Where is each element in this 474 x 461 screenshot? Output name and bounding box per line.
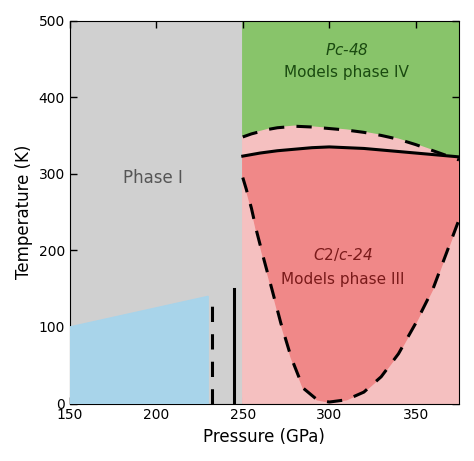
Text: Models phase IV: Models phase IV [284,65,409,80]
Text: Phase I: Phase I [123,169,183,187]
Polygon shape [243,20,459,160]
Text: Models phase II: Models phase II [83,361,202,377]
Polygon shape [70,296,208,403]
Polygon shape [243,126,459,403]
Text: $Pc$-48: $Pc$-48 [325,41,368,58]
Text: $P2_1/c$-24: $P2_1/c$-24 [109,337,175,355]
Text: Models phase III: Models phase III [282,272,405,287]
Y-axis label: Temperature (K): Temperature (K) [15,145,33,279]
Text: $C2/c$-24: $C2/c$-24 [313,246,373,263]
Polygon shape [243,147,459,402]
X-axis label: Pressure (GPa): Pressure (GPa) [203,428,325,446]
